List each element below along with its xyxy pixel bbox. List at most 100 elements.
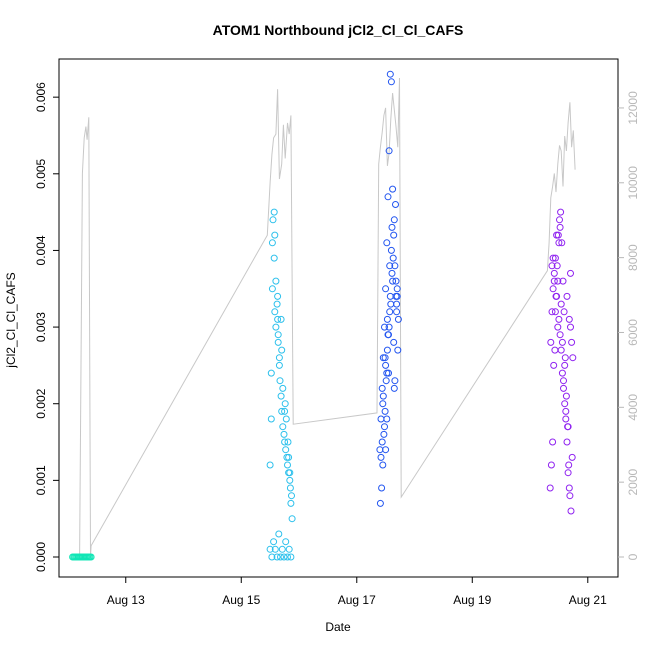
data-point	[282, 446, 290, 454]
data-point	[388, 223, 396, 231]
data-point	[551, 308, 559, 316]
data-point	[273, 300, 281, 308]
data-point	[284, 461, 291, 469]
data-point	[386, 308, 394, 316]
data-point	[557, 346, 565, 354]
data-point	[554, 323, 562, 331]
data-point	[269, 216, 277, 224]
data-point	[274, 315, 282, 323]
data-point	[275, 361, 283, 369]
data-point	[287, 553, 295, 561]
data-point	[382, 446, 390, 454]
data-point	[381, 354, 389, 362]
data-point	[383, 239, 391, 247]
data-point	[285, 545, 293, 553]
data-point	[275, 530, 283, 538]
data-point	[274, 292, 282, 300]
data-point	[385, 323, 393, 331]
y-tick-label: 0.004	[34, 235, 48, 265]
data-point	[284, 553, 291, 561]
data-point	[392, 292, 400, 300]
data-point	[284, 438, 292, 446]
data-point	[288, 515, 296, 523]
data-point	[277, 315, 285, 323]
data-point	[278, 545, 286, 553]
data-point	[280, 430, 288, 438]
data-point	[267, 415, 275, 423]
data-point	[383, 346, 391, 354]
data-point	[549, 285, 557, 293]
data-point	[389, 277, 397, 285]
data-point	[273, 553, 281, 561]
data-point	[556, 216, 563, 224]
data-point	[559, 277, 567, 285]
data-point	[546, 484, 554, 492]
data-point	[568, 338, 576, 346]
data-point	[276, 377, 284, 385]
data-point	[270, 208, 278, 216]
y-axis-left: 0.000 0.001 0.002 0.003 0.004 0.005 0.006	[34, 82, 59, 572]
data-point	[266, 545, 274, 553]
data-point	[560, 308, 568, 316]
data-point	[385, 147, 393, 155]
data-point	[549, 254, 557, 262]
data-point	[556, 331, 564, 339]
y2-tick-label: 10000	[626, 166, 640, 200]
data-point	[569, 354, 577, 362]
data-point	[549, 438, 557, 446]
data-point	[383, 315, 391, 323]
data-point	[270, 538, 278, 546]
chart-title: ATOM1 Northbound jCl2_Cl_Cl_CAFS	[213, 22, 464, 38]
x-axis-label: Date	[325, 620, 351, 634]
data-point	[277, 392, 285, 400]
plot-frame	[58, 58, 619, 578]
y-tick-label: 0.002	[34, 388, 48, 418]
data-point	[271, 545, 279, 553]
data-point	[379, 461, 387, 469]
data-point	[389, 185, 397, 193]
secondary-series-line	[79, 77, 576, 558]
data-point	[275, 354, 283, 362]
data-point	[384, 193, 392, 201]
data-point	[385, 369, 392, 377]
data-point	[286, 476, 294, 484]
y-axis-label: jCl2_Cl_Cl_CAFS	[4, 272, 18, 368]
y2-tick-label: 12000	[626, 91, 640, 125]
data-point	[277, 553, 284, 561]
data-point	[555, 315, 563, 323]
data-point	[391, 377, 399, 385]
data-point	[279, 384, 287, 392]
data-point	[382, 377, 390, 385]
y-tick-label: 0.006	[34, 82, 48, 112]
data-point	[561, 361, 569, 369]
data-point	[390, 216, 398, 224]
data-point	[547, 461, 555, 469]
data-point	[558, 239, 566, 247]
data-point	[392, 201, 399, 208]
data-point	[567, 323, 574, 331]
data-point	[393, 300, 401, 308]
data-point	[394, 315, 402, 323]
data-point	[272, 323, 280, 331]
data-point	[286, 484, 294, 492]
data-point	[381, 323, 388, 331]
data-point	[557, 208, 565, 216]
data-point	[565, 315, 573, 323]
y2-tick-label: 4000	[626, 394, 640, 421]
y-tick-label: 0.005	[34, 158, 48, 188]
data-point	[391, 262, 399, 270]
data-point	[390, 384, 398, 392]
data-point	[564, 469, 572, 477]
data-point	[287, 499, 295, 507]
data-point	[266, 461, 274, 469]
data-point	[376, 499, 384, 507]
x-tick-label: Aug 19	[453, 593, 491, 607]
data-point	[567, 507, 575, 515]
data-point	[381, 423, 388, 431]
data-point	[557, 300, 565, 308]
series-2	[376, 70, 402, 507]
data-point	[378, 438, 386, 446]
data-point	[548, 308, 556, 316]
data-point	[267, 369, 275, 377]
